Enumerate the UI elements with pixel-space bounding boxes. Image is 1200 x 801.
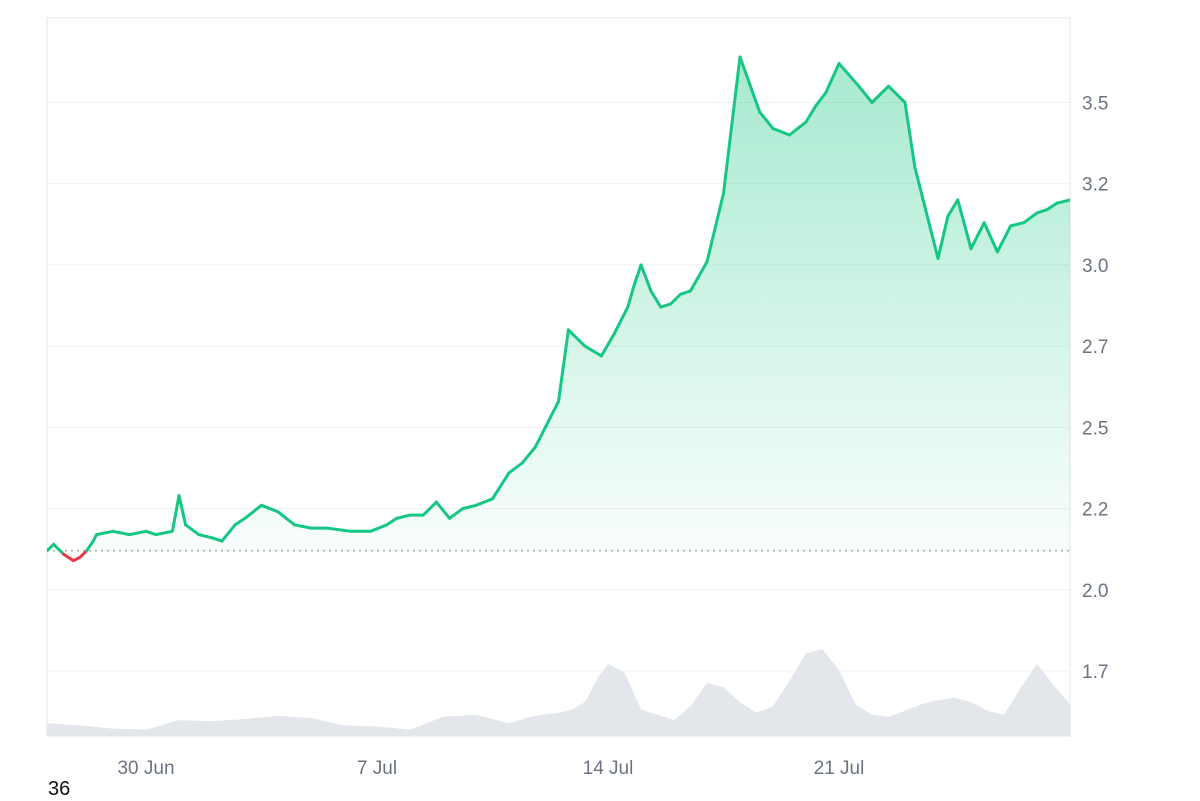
- price-line-segment: [903, 101, 917, 169]
- price-line-segment: [491, 471, 511, 501]
- price-line-segment: [197, 533, 214, 540]
- price-line-segment: [599, 331, 617, 358]
- price-line-segment: [507, 461, 524, 475]
- price-line-segment: [52, 542, 65, 556]
- price-line-segment: [220, 523, 237, 543]
- price-line-segment: [368, 523, 389, 533]
- price-line-segment: [946, 198, 960, 218]
- y-tick-label: 2.0: [1082, 581, 1108, 602]
- price-line-segment: [385, 516, 399, 527]
- price-line-segment: [533, 419, 551, 449]
- area-fill: [47, 57, 1070, 561]
- price-line-segment: [461, 503, 478, 511]
- price-line-segment: [395, 513, 412, 520]
- y-tick-label: 2.2: [1082, 500, 1108, 521]
- price-line-segment: [47, 542, 56, 553]
- price-line-segment: [210, 536, 224, 543]
- price-line-segment: [887, 84, 907, 104]
- price-line-segment: [738, 55, 762, 114]
- price-line-segment: [474, 497, 494, 507]
- price-line-segment: [85, 539, 95, 553]
- price-line-segment: [788, 120, 808, 137]
- y-tick-label: 3.2: [1082, 175, 1108, 196]
- price-line-segment: [969, 221, 986, 251]
- price-line-segment: [956, 198, 973, 251]
- price-line-segment: [293, 523, 313, 530]
- x-tick-label: 21 Jul: [814, 758, 865, 779]
- y-tick-label: 3.0: [1082, 256, 1108, 277]
- price-line-segment: [243, 503, 263, 520]
- volume-shape: [47, 649, 1070, 736]
- price-line-segment: [913, 165, 927, 208]
- price-line-segment: [520, 445, 537, 465]
- y-tick-label: 2.5: [1082, 418, 1108, 439]
- price-line-segment: [111, 529, 131, 537]
- price-line-segment: [639, 263, 653, 293]
- price-line: [47, 55, 1070, 563]
- y-tick-label: 1.7: [1082, 662, 1108, 683]
- volume-area: [47, 649, 1070, 736]
- price-line-segment: [771, 127, 791, 137]
- x-axis: 30 Jun 7 Jul 14 Jul 21 Jul: [117, 758, 864, 779]
- price-line-segment: [170, 494, 181, 533]
- price-line-segment: [260, 503, 280, 514]
- price-line-segment: [233, 516, 247, 527]
- price-line-segment: [837, 62, 861, 88]
- price-line-segment: [1022, 211, 1039, 225]
- price-line-segment: [1035, 208, 1049, 215]
- price-line-segment: [1055, 198, 1070, 205]
- price-line-segment: [557, 328, 570, 403]
- price-line-segment: [632, 263, 643, 286]
- price-line-segment: [128, 529, 148, 537]
- x-tick-label: 7 Jul: [357, 758, 397, 779]
- price-area: [47, 57, 1070, 561]
- price-line-segment: [804, 104, 818, 124]
- price-line-segment: [857, 84, 874, 104]
- price-line-segment: [936, 214, 950, 260]
- corner-label: 36: [48, 778, 71, 800]
- price-line-segment: [154, 529, 174, 537]
- price-line-segment: [421, 500, 438, 517]
- price-line-segment: [814, 91, 828, 108]
- price-line-segment: [659, 302, 673, 309]
- price-line-segment: [824, 62, 841, 95]
- price-line-segment: [982, 221, 999, 254]
- price-line-segment: [758, 110, 775, 130]
- price-line-segment: [613, 305, 630, 335]
- price-line-segment: [870, 84, 890, 104]
- x-tick-label: 14 Jul: [583, 758, 634, 779]
- price-line-segment: [689, 260, 709, 293]
- price-line-segment: [1009, 221, 1026, 228]
- price-line-segment: [78, 549, 89, 559]
- price-line-segment: [923, 204, 940, 260]
- price-line-segment: [144, 529, 158, 537]
- price-line-segment: [626, 282, 636, 309]
- x-tick-label: 30 Jun: [117, 758, 174, 779]
- price-line-segment: [62, 552, 75, 563]
- price-line-segment: [679, 289, 692, 296]
- price-line-segment: [177, 494, 188, 527]
- y-tick-label: 3.5: [1082, 93, 1108, 114]
- price-line-segment: [184, 523, 201, 537]
- y-tick-label: 2.7: [1082, 337, 1108, 358]
- price-line-segment: [448, 507, 465, 520]
- price-line-segment: [434, 500, 452, 520]
- price-line-segment: [995, 224, 1013, 254]
- price-line-segment: [649, 289, 663, 309]
- price-line-segment: [276, 510, 296, 527]
- price-line-segment: [705, 191, 725, 264]
- price-line-segment: [566, 328, 587, 348]
- price-line-segment: [326, 526, 353, 533]
- price-line-segment: [547, 399, 560, 423]
- price-line-segment: [583, 344, 603, 358]
- price-line-segment: [1045, 201, 1059, 212]
- price-line-segment: [722, 55, 742, 195]
- price-line-segment: [95, 529, 115, 537]
- y-axis: 3.5 3.2 3.0 2.7 2.5 2.2 2.0 1.7: [1082, 93, 1108, 683]
- price-line-segment: [669, 292, 683, 306]
